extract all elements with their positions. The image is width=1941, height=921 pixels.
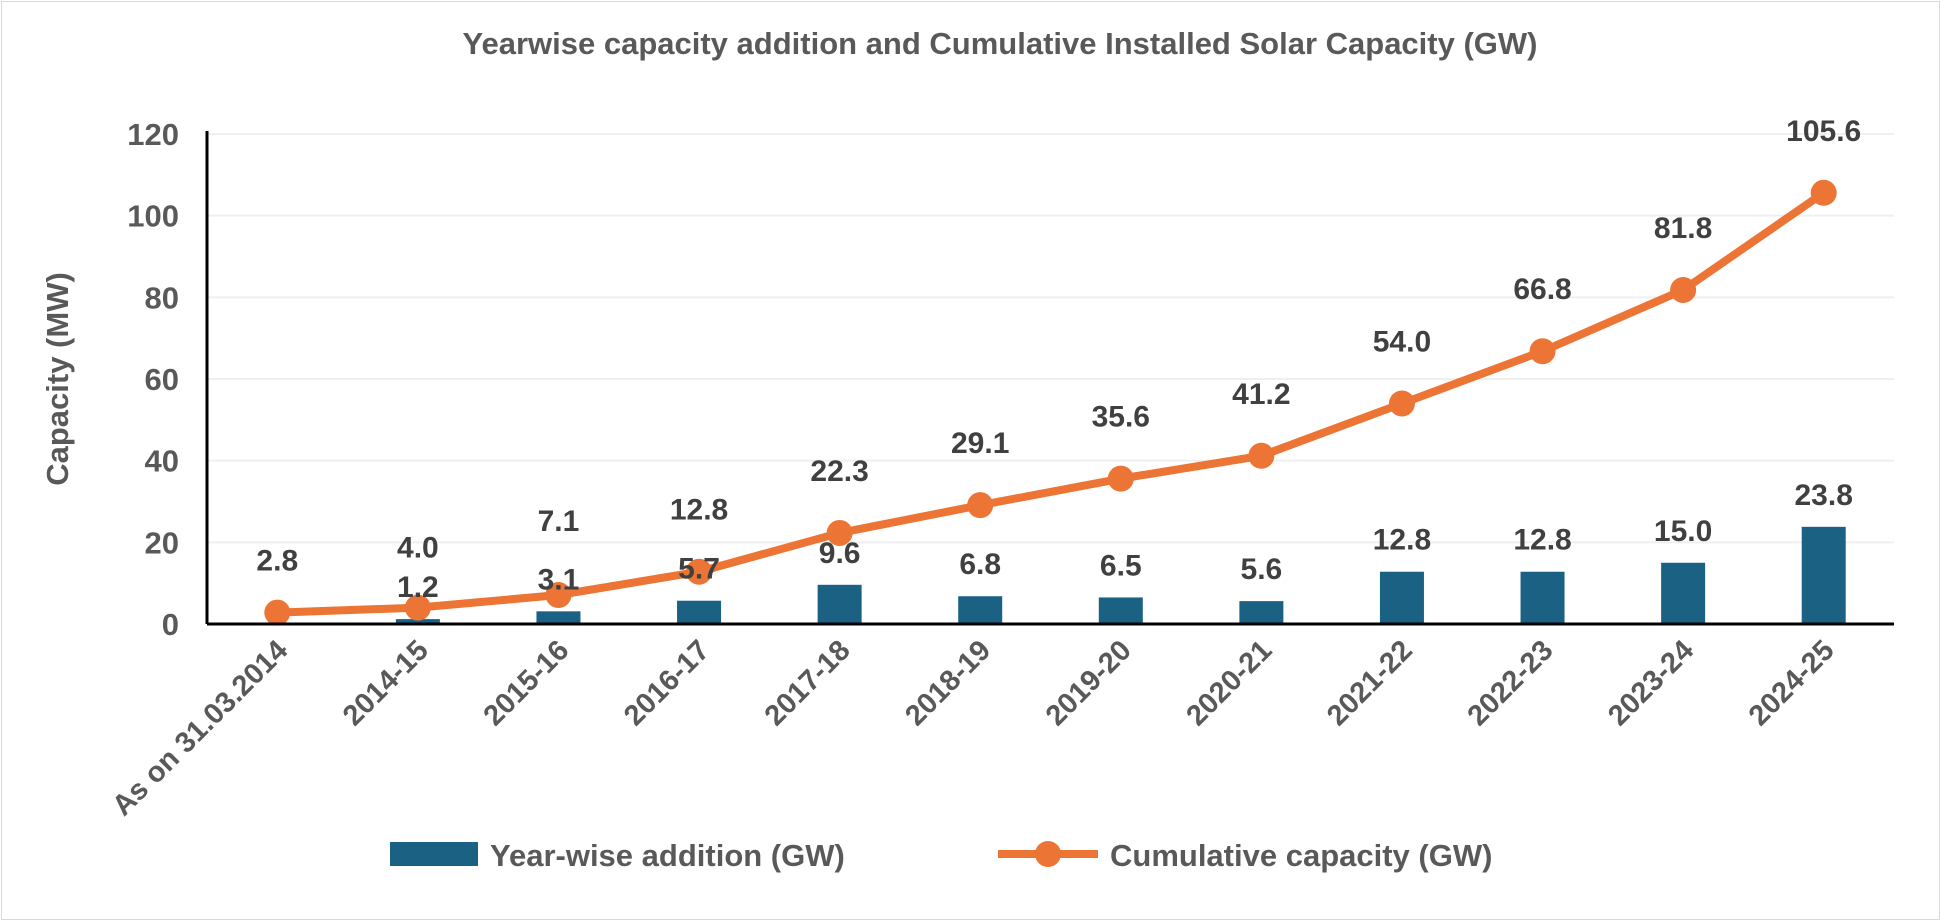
bar-data-label: 15.0 — [1654, 515, 1712, 548]
legend-label: Year-wise addition (GW) — [490, 838, 845, 873]
bar — [536, 611, 581, 624]
y-tick-label: 80 — [145, 280, 179, 315]
bar-data-label: 9.6 — [819, 537, 861, 570]
bar — [1239, 601, 1284, 624]
bar-data-label: 12.8 — [1513, 524, 1571, 557]
bar-data-label: 1.2 — [397, 571, 439, 604]
line-data-label: 7.1 — [538, 505, 580, 538]
line-point — [1670, 276, 1697, 303]
legend-line-marker — [1035, 841, 1061, 867]
line-point — [686, 558, 713, 585]
chart-title: Yearwise capacity addition and Cumulativ… — [463, 26, 1538, 61]
bar-data-label: 5.7 — [678, 553, 720, 586]
x-tick-label: As on 31.03.2014 — [106, 634, 294, 822]
cumulative-line — [277, 189, 1826, 617]
y-axis-label: Capacity (MW) — [40, 272, 75, 486]
x-tick-label: 2015-16 — [478, 634, 576, 732]
x-tick-label: 2018-19 — [899, 634, 997, 732]
y-tick-label: 100 — [127, 199, 179, 234]
x-tick-label: 2023-24 — [1602, 634, 1700, 732]
line-data-label: 66.8 — [1513, 273, 1571, 306]
line-point — [1810, 179, 1837, 206]
y-tick-label: 60 — [145, 362, 179, 397]
x-tick-label: 2016-17 — [618, 634, 716, 732]
line-data-label: 35.6 — [1092, 401, 1150, 434]
x-tick-label: 2020-21 — [1180, 634, 1278, 732]
line-point — [1107, 465, 1134, 492]
x-tick-label: 2017-18 — [759, 634, 857, 732]
line-point — [545, 582, 572, 609]
line-data-label: 12.8 — [670, 494, 728, 527]
bar — [395, 619, 440, 624]
bar — [1098, 597, 1143, 624]
bar-data-label: 12.8 — [1373, 524, 1431, 557]
line-point — [264, 599, 291, 626]
y-tick-label: 0 — [162, 607, 179, 642]
line-point — [1248, 442, 1275, 469]
bar — [677, 600, 722, 624]
line-data-label: 4.0 — [397, 532, 439, 565]
line-data-label: 105.6 — [1786, 115, 1861, 148]
bar — [958, 596, 1003, 624]
x-tick-label: 2021-22 — [1321, 634, 1419, 732]
x-tick-label: 2024-25 — [1743, 634, 1841, 732]
x-tick-label: 2022-23 — [1462, 634, 1560, 732]
bar — [817, 584, 862, 624]
bar-data-label: 5.6 — [1241, 553, 1283, 586]
line-data-label: 29.1 — [951, 427, 1009, 460]
line-data-label: 2.8 — [256, 545, 298, 578]
line-data-label: 54.0 — [1373, 326, 1431, 359]
x-tick-label: 2014-15 — [337, 634, 435, 732]
bar — [1379, 571, 1424, 624]
line-point — [1529, 338, 1556, 365]
y-tick-label: 20 — [145, 525, 179, 560]
line-data-label: 41.2 — [1232, 378, 1290, 411]
bar-data-label: 6.8 — [959, 548, 1001, 581]
x-tick-label: 2019-20 — [1040, 634, 1138, 732]
bar — [1801, 526, 1846, 624]
y-tick-label: 40 — [145, 444, 179, 479]
line-point — [1388, 390, 1415, 417]
y-tick-label: 120 — [127, 117, 179, 152]
bar-data-label: 6.5 — [1100, 549, 1142, 582]
bar — [1520, 571, 1565, 624]
line-point — [404, 594, 431, 621]
bar-data-label: 23.8 — [1795, 479, 1853, 512]
bar-data-label: 3.1 — [538, 563, 580, 596]
line-point — [967, 492, 994, 519]
legend-bar-swatch — [390, 842, 478, 866]
line-data-label: 81.8 — [1654, 212, 1712, 245]
line-point — [826, 519, 853, 546]
bar — [1661, 562, 1706, 624]
line-data-label: 22.3 — [810, 455, 868, 488]
legend-label: Cumulative capacity (GW) — [1110, 838, 1492, 873]
